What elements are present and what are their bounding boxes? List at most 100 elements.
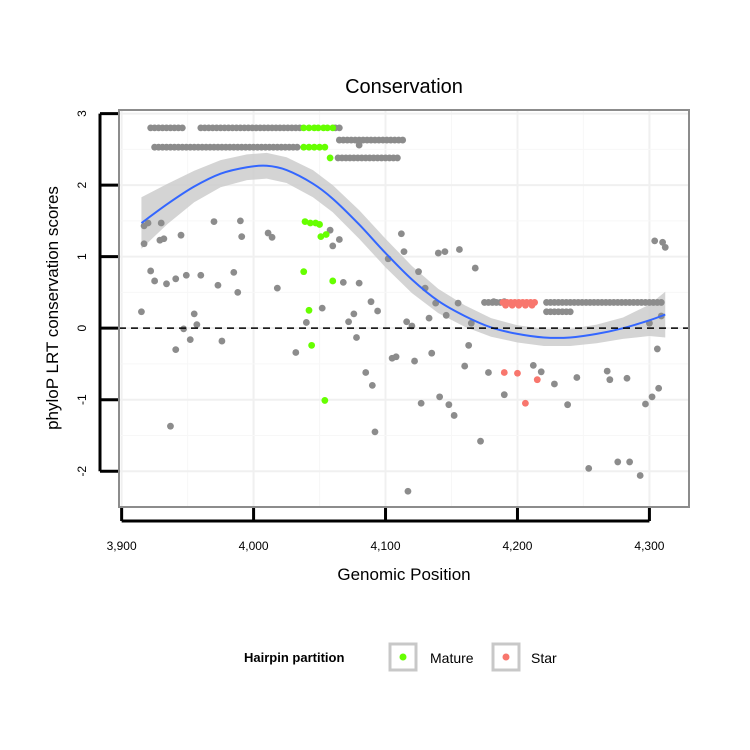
point-other: [454, 299, 462, 307]
point-other: [151, 277, 159, 285]
x-tick-label: 4,200: [502, 539, 532, 553]
point-other: [461, 362, 469, 370]
point-other: [648, 393, 656, 401]
point-other: [573, 374, 581, 381]
point-mature: [322, 231, 330, 238]
point-other: [415, 268, 422, 276]
point-other: [399, 136, 407, 144]
point-other: [417, 399, 425, 407]
point-other: [394, 154, 401, 162]
point-star: [533, 376, 541, 384]
point-other: [659, 238, 667, 246]
point-other: [167, 422, 174, 430]
point-other: [403, 318, 411, 326]
point-other: [214, 281, 222, 289]
point-mature: [306, 219, 314, 227]
point-star: [521, 399, 529, 407]
point-other: [404, 487, 412, 495]
point-other: [160, 235, 168, 243]
point-other: [657, 299, 665, 306]
point-mature: [305, 124, 313, 132]
point-other: [362, 369, 370, 376]
point-mature: [314, 124, 322, 132]
point-other: [655, 384, 663, 392]
point-other: [355, 141, 363, 149]
point-other: [529, 361, 537, 369]
legend-title: Hairpin partition: [244, 650, 344, 665]
point-other: [392, 353, 400, 361]
x-tick-label: 3,900: [107, 539, 137, 553]
point-mature: [317, 233, 325, 241]
point-other: [436, 393, 444, 401]
y-tick-label: 3: [75, 110, 89, 117]
legend-label-mature: Mature: [430, 650, 474, 666]
x-tick-label: 4,000: [239, 539, 269, 553]
point-other: [273, 284, 281, 292]
point-other: [345, 318, 352, 326]
point-other: [177, 231, 185, 239]
grid-lines: [119, 110, 689, 507]
point-other: [456, 246, 463, 253]
y-tick-label: 2: [75, 181, 89, 188]
chart-title: Conservation: [345, 76, 463, 98]
point-mature: [308, 341, 316, 349]
point-other: [264, 229, 272, 237]
legend-label-star: Star: [531, 650, 557, 666]
y-tick-label: 0: [75, 325, 89, 332]
legend-dot-star: [502, 653, 510, 661]
point-mature: [329, 124, 337, 132]
point-other: [140, 240, 148, 248]
point-other: [138, 308, 145, 316]
point-other: [551, 380, 558, 388]
point-other: [500, 391, 508, 399]
point-other: [642, 400, 649, 408]
point-other: [353, 334, 360, 341]
point-mature: [310, 143, 318, 151]
y-axis-label: phyloP LRT conservation scores: [43, 186, 62, 430]
point-other: [157, 219, 165, 227]
point-other: [564, 401, 572, 409]
point-other: [400, 248, 408, 256]
point-other: [172, 275, 180, 283]
point-other: [661, 243, 669, 251]
point-other: [411, 357, 418, 365]
point-other: [441, 248, 449, 256]
point-other: [445, 401, 453, 409]
y-tick-label: 1: [75, 253, 89, 260]
point-mature: [305, 306, 313, 314]
point-mature: [321, 397, 329, 404]
legend-entry-star: Star: [491, 642, 557, 672]
point-other: [230, 268, 238, 276]
point-other: [603, 367, 611, 375]
point-other: [238, 233, 246, 241]
point-mature: [316, 221, 323, 228]
point-other: [485, 369, 492, 376]
point-other: [197, 271, 205, 279]
x-tick-label: 4,100: [371, 539, 401, 553]
point-other: [236, 217, 244, 225]
point-mature: [326, 154, 334, 162]
point-other: [335, 236, 343, 243]
point-other: [606, 376, 614, 384]
y-tick-label: -1: [75, 394, 89, 405]
point-mature: [301, 218, 309, 225]
point-mature: [329, 277, 337, 285]
point-other: [397, 230, 405, 238]
tick-layer: -2 -1 0 1 2 3 3,900 4,000 4,100 4,200 4,300: [75, 110, 665, 553]
point-other: [374, 307, 382, 315]
point-other: [653, 345, 661, 353]
x-tick-label: 4,300: [634, 539, 664, 553]
point-mature: [316, 143, 323, 151]
point-other: [623, 374, 631, 382]
smooth-fit-layer: [140, 164, 666, 339]
point-other: [318, 304, 326, 312]
point-other: [651, 237, 659, 245]
point-other: [210, 218, 218, 225]
plot-border: [118, 109, 690, 508]
point-other: [425, 314, 433, 322]
point-other: [465, 341, 473, 349]
point-other: [293, 143, 301, 151]
point-other: [178, 124, 186, 132]
confidence-band: [141, 152, 666, 347]
